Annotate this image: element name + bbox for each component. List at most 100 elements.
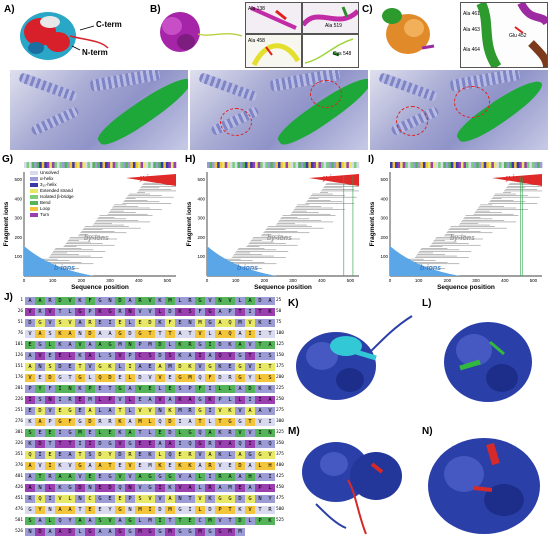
residue: P xyxy=(85,308,95,316)
residue: R xyxy=(115,308,125,316)
residue: I xyxy=(245,308,255,316)
row-start-index: 126 xyxy=(15,353,23,358)
sequence-row: 351 Q I E E A T S D Y D R E K L Q E R V A K L A G G V 375 xyxy=(10,451,286,459)
residue: N xyxy=(155,407,165,415)
panel-b-label: B) xyxy=(150,4,161,15)
sequence-row: 526 N D A A D L G A A G G M G G M G G M G G M M xyxy=(10,528,256,536)
x-tick-label: 100 xyxy=(232,278,240,283)
residue: A xyxy=(255,473,265,481)
y-tick-label: 100 xyxy=(14,254,22,259)
residue: V xyxy=(265,451,275,459)
residue: K xyxy=(75,352,85,360)
residue: V xyxy=(135,484,145,492)
residue: K xyxy=(165,484,175,492)
residue: L xyxy=(95,352,105,360)
residue: T xyxy=(75,451,85,459)
panel-m-label: M) xyxy=(288,426,300,437)
inset-c-zoom: Ala 461 Ala 463 Glu 452 Ala 464 xyxy=(460,0,548,68)
residue: G xyxy=(175,374,185,382)
residue: L xyxy=(45,517,55,525)
row-end-index: 125 xyxy=(276,342,284,347)
residue: G xyxy=(195,297,205,305)
sequence-row: 51 D G V S V A R E I E L E D K F E N M G A Q M V K E 75 xyxy=(10,319,286,327)
residue: D xyxy=(55,363,65,371)
inset-ala458: Ala 458 xyxy=(245,34,302,68)
residue: E xyxy=(55,352,65,360)
residue: A xyxy=(55,528,65,536)
residue: G xyxy=(225,495,235,503)
residue: V xyxy=(35,462,45,470)
residue: V xyxy=(215,407,225,415)
residue: D xyxy=(205,506,215,514)
residue: M xyxy=(145,517,155,525)
residue: D xyxy=(135,374,145,382)
y-axis-label: Fragment ions xyxy=(186,201,193,246)
panel-i-label: I) xyxy=(368,154,375,165)
residue: E xyxy=(145,385,155,393)
panel-e: E) xyxy=(190,70,368,150)
residue: T xyxy=(215,418,225,426)
inset-ala138: Ala 138 xyxy=(245,2,302,34)
residue: K xyxy=(155,297,165,305)
residue: Q xyxy=(95,374,105,382)
residue: A xyxy=(225,473,235,481)
residue: A xyxy=(195,462,205,470)
legend-item-310-helix: 3₁₀-helix xyxy=(30,182,74,188)
residue: T xyxy=(235,308,245,316)
highlight-circle-f-1 xyxy=(396,106,428,136)
residue: L xyxy=(115,363,125,371)
residue: N xyxy=(25,528,35,536)
residue: G xyxy=(65,407,75,415)
b-ions-label: b-ions xyxy=(237,265,258,272)
residue: I xyxy=(255,330,265,338)
residue: S xyxy=(85,451,95,459)
residue: K xyxy=(155,462,165,470)
residue: E xyxy=(115,374,125,382)
residue: E xyxy=(135,319,145,327)
residue: M xyxy=(115,341,125,349)
residue: L xyxy=(215,385,225,393)
legend-item-isolated-bridge: Isolated β-bridge xyxy=(30,194,74,200)
row-start-index: 476 xyxy=(15,507,23,512)
residue: V xyxy=(25,374,35,382)
residue: K xyxy=(95,308,105,316)
residue: V xyxy=(145,297,155,305)
residue: V xyxy=(225,352,235,360)
residue: N xyxy=(65,385,75,393)
residue: N xyxy=(175,495,185,503)
residue: D xyxy=(105,484,115,492)
row-end-index: 50 xyxy=(276,309,282,314)
residue: E xyxy=(75,396,85,404)
sequence-row: 151 A N S D E T V G K L I A E A M D K V G K E G V I T 175 xyxy=(10,363,286,371)
row-end-index: 475 xyxy=(276,496,284,501)
residue: N xyxy=(45,506,55,514)
residue: V xyxy=(195,495,205,503)
residue: A xyxy=(235,451,245,459)
residue: Y xyxy=(105,451,115,459)
residue: L xyxy=(145,429,155,437)
residue: Q xyxy=(35,495,45,503)
residue: T xyxy=(185,495,195,503)
residue: T xyxy=(55,440,65,448)
residue: L xyxy=(225,385,235,393)
n-term-label: N-term xyxy=(82,48,108,57)
residue: I xyxy=(265,418,275,426)
residue: T xyxy=(65,374,75,382)
residue: V xyxy=(145,407,155,415)
residue: R xyxy=(105,418,115,426)
residue: E xyxy=(75,407,85,415)
residue: Q xyxy=(55,517,65,525)
residue: T xyxy=(255,308,265,316)
residue: T xyxy=(75,506,85,514)
residue: G xyxy=(235,374,245,382)
residue: D xyxy=(25,319,35,327)
residue: L xyxy=(125,407,135,415)
residue: D xyxy=(215,374,225,382)
residue: K xyxy=(235,506,245,514)
protein-structure-k xyxy=(296,315,413,400)
residue: G xyxy=(105,440,115,448)
residue: L xyxy=(205,330,215,338)
residue: D xyxy=(165,308,175,316)
protein-structure-n xyxy=(428,438,540,534)
residue: Q xyxy=(185,440,195,448)
